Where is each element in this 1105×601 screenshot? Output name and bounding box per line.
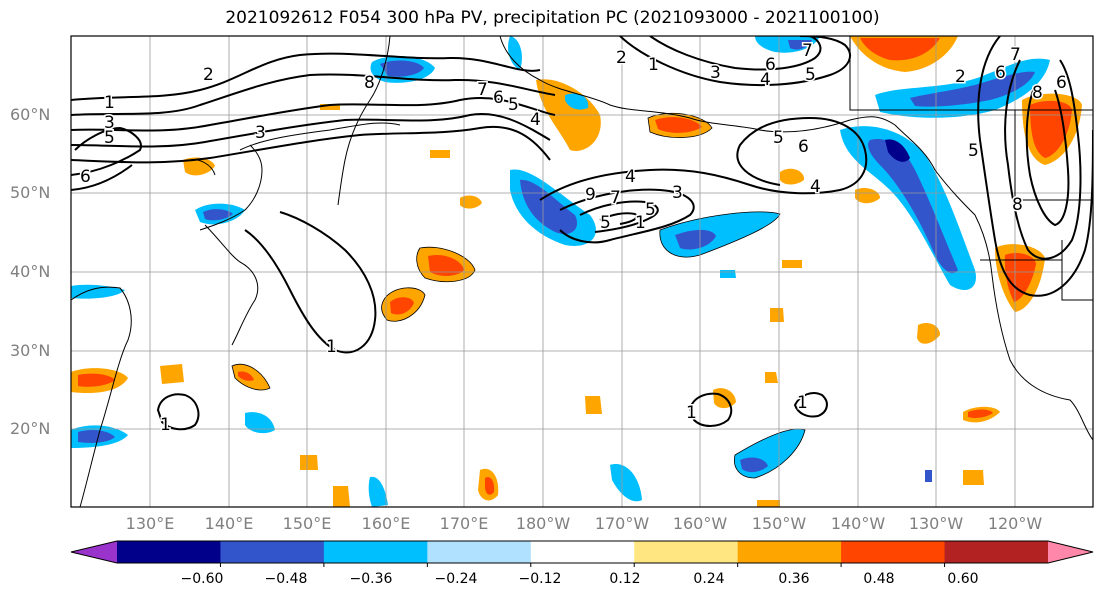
contour-label: 5 [104, 128, 115, 148]
lon-label: 120°W [987, 514, 1043, 533]
figure-title: 2021092612 F054 300 hPa PV, precipitatio… [225, 8, 880, 28]
lon-label: 140°W [830, 514, 886, 533]
lon-label: 140°E [204, 514, 254, 533]
contour-label: 3 [672, 183, 683, 203]
contour-label: 6 [798, 137, 809, 157]
contour-label: 2 [955, 67, 966, 87]
lon-label: 180°W [515, 514, 571, 533]
contour-label: 8 [1032, 83, 1043, 103]
colorbar-outline [70, 540, 1094, 564]
contour-label: 7 [610, 188, 621, 208]
colorbar-tick-label: 0.24 [693, 571, 725, 587]
contour-label: 1 [160, 415, 171, 435]
colorbar-segment [530, 541, 635, 563]
lon-label: 150°E [282, 514, 332, 533]
lon-label: 160°W [672, 514, 728, 533]
contour-label: 5 [805, 65, 816, 85]
colorbar-segment [737, 541, 842, 563]
map-frame [70, 35, 1094, 508]
lon-label: 150°W [751, 514, 807, 533]
contour-label: 4 [625, 167, 636, 187]
lat-label-20n: 20°N [10, 419, 51, 438]
contour-label: 6 [80, 167, 91, 187]
colorbar-tick-label: −0.36 [349, 571, 393, 587]
contour-label: 5 [508, 95, 519, 115]
lon-label: 160°E [361, 514, 411, 533]
lat-label-60n: 60°N [10, 105, 51, 124]
colorbar-segment [427, 541, 532, 563]
graticule [71, 36, 1093, 507]
colorbar-tick-label: 0.12 [609, 571, 641, 587]
contour-label: 3 [104, 113, 115, 133]
contour-label: 9 [585, 185, 596, 205]
colorbar-segment [841, 541, 946, 563]
contour-label: 1 [326, 337, 337, 357]
precip-shading [71, 36, 1082, 507]
contour-label: 5 [968, 141, 979, 161]
colorbar-tick-label: −0.48 [264, 571, 308, 587]
contour-label: 8 [364, 73, 375, 93]
shading-outlines [231, 112, 806, 479]
contour-label: 7 [1010, 45, 1021, 65]
lon-label: 170°E [439, 514, 489, 533]
contour-labels: 1 2 3 5 6 8 7 6 5 4 2 1 7 3 4 5 6 4 5 6 [79, 40, 1069, 437]
colorbar-tick-label: −0.12 [518, 571, 562, 587]
contour-label: 2 [203, 65, 214, 85]
colorbar-tick-label: −0.24 [434, 571, 478, 587]
colorbar-tick-label: 0.36 [778, 571, 810, 587]
contour-label: 4 [760, 70, 771, 90]
colorbar-extend-low [71, 541, 117, 563]
contour-label: 7 [802, 41, 813, 61]
lat-label-30n: 30°N [10, 341, 51, 360]
contour-label: 5 [645, 200, 656, 220]
colorbar-extend-high [1048, 541, 1093, 563]
contour-label: 5 [600, 213, 611, 233]
contour-label: 6 [493, 88, 504, 108]
contour-label: 6 [995, 63, 1006, 83]
contour-label: 1 [686, 403, 697, 423]
lat-label-40n: 40°N [10, 262, 51, 281]
pv-contours [71, 36, 1093, 431]
colorbar-segment [117, 541, 221, 563]
lon-label: 170°W [594, 514, 650, 533]
colorbar-segment [220, 541, 325, 563]
lon-label: 130°E [125, 514, 175, 533]
colorbar-segment [944, 541, 1049, 563]
contour-label: 3 [255, 123, 266, 143]
lat-label-50n: 50°N [10, 183, 51, 202]
colorbar-segment [634, 541, 739, 563]
contour-label: 3 [710, 63, 721, 83]
colorbar-segment [323, 541, 428, 563]
contour-label: 7 [477, 80, 488, 100]
contour-label: 1 [797, 393, 808, 413]
colorbar [70, 540, 1094, 567]
contour-label: 8 [1012, 195, 1023, 215]
contour-label: 2 [616, 48, 627, 68]
contour-label: 5 [773, 128, 784, 148]
contour-label: 4 [810, 177, 821, 197]
contour-label: 6 [1056, 73, 1067, 93]
colorbar-tick-label: 0.60 [947, 571, 979, 587]
colorbar-tick-label: 0.48 [863, 571, 895, 587]
colorbar-tick-label: −0.60 [180, 571, 224, 587]
contour-label: 6 [765, 55, 776, 75]
contour-label: 1 [648, 55, 659, 75]
lon-label: 130°W [908, 514, 964, 533]
contour-label: 1 [104, 93, 115, 113]
contour-label: 1 [635, 213, 646, 233]
contour-label: 4 [530, 110, 541, 130]
